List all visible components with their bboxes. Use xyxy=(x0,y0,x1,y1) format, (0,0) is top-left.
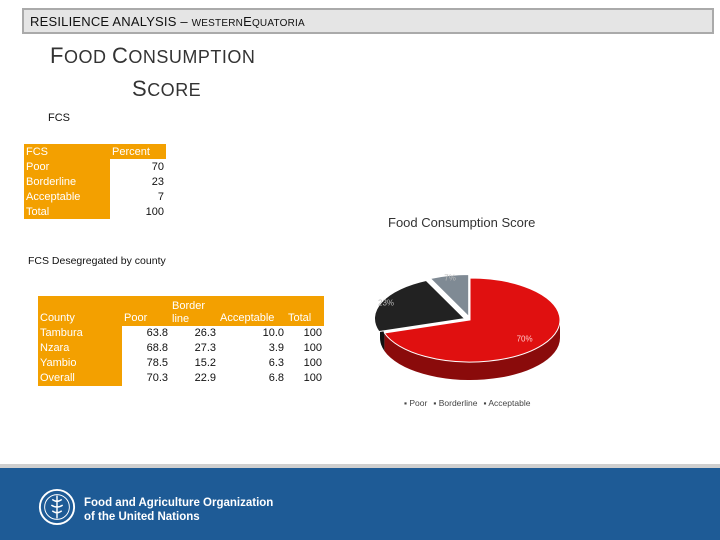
title-s: S xyxy=(132,76,148,101)
border-value: 15.2 xyxy=(194,357,216,369)
table-row: FCS Percent xyxy=(24,144,166,159)
legend-label: Acceptable xyxy=(488,398,531,408)
acceptable-value: 6.8 xyxy=(268,372,284,384)
pie-label-poor: 70% xyxy=(517,335,533,344)
legend-item-poor: ▪ Poor xyxy=(404,398,428,408)
total-col-header: Total xyxy=(286,296,324,326)
county-table: County Poor Border line Acceptable Total … xyxy=(38,296,324,386)
header-bar: RESILIENCE ANALYSIS – WESTERNEQUATORIA xyxy=(22,8,714,34)
desegregated-label: FCS Desegregated by county xyxy=(28,255,166,267)
row-value: 7 xyxy=(157,190,164,203)
pie-side-poor xyxy=(384,320,560,380)
legend-label: Borderline xyxy=(438,398,478,408)
table-row: Overall 70.3 22.9 6.8 100 xyxy=(38,371,324,386)
borderline-col-header: Border line xyxy=(170,296,218,326)
border-value: 22.9 xyxy=(194,372,216,384)
poor-value: 63.8 xyxy=(146,327,168,339)
fao-name: Food and Agriculture Organization of the… xyxy=(84,496,273,524)
fcs-label: FCS xyxy=(48,112,70,124)
footer-divider xyxy=(0,464,720,468)
row-value: 23 xyxy=(151,175,164,188)
acceptable-value: 10.0 xyxy=(262,327,284,339)
county-name: Nzara xyxy=(38,341,122,356)
table-row: Nzara 68.8 27.3 3.9 100 xyxy=(38,341,324,356)
table-row: Total 100 xyxy=(24,204,166,219)
pie-label-borderline: 23% xyxy=(378,299,394,308)
percent-col-header: Percent xyxy=(110,144,166,159)
poor-col-header: Poor xyxy=(122,296,170,326)
acceptable-value: 6.3 xyxy=(268,357,284,369)
header-e: E xyxy=(243,14,252,29)
border-value: 26.3 xyxy=(194,327,216,339)
acceptable-col-header: Acceptable xyxy=(218,296,286,326)
legend-label: Poor xyxy=(409,398,428,408)
footer-bar xyxy=(0,468,720,540)
table-row: Yambio 78.5 15.2 6.3 100 xyxy=(38,356,324,371)
border-value: 27.3 xyxy=(194,342,216,354)
fao-name-line2: of the United Nations xyxy=(84,511,200,523)
poor-value: 68.8 xyxy=(146,342,168,354)
total-value: 100 xyxy=(303,372,322,384)
total-value: 100 xyxy=(303,357,322,369)
county-name: Yambio xyxy=(38,356,122,371)
pie-slice-poor xyxy=(383,277,561,363)
table-row: Acceptable 7 xyxy=(24,189,166,204)
fcs-col-header: FCS xyxy=(24,144,110,159)
acceptable-value: 3.9 xyxy=(268,342,284,354)
county-name: Overall xyxy=(38,371,122,386)
header-prefix: RESILIENCE ANALYSIS – xyxy=(30,14,192,29)
pie-label-acceptable: 7% xyxy=(444,274,456,283)
fao-logo-icon xyxy=(38,488,76,526)
poor-value: 70.3 xyxy=(146,372,168,384)
pie-slice-borderline xyxy=(374,280,466,333)
page-title: FOOD CONSUMPTION SCORE xyxy=(50,40,350,106)
poor-value: 78.5 xyxy=(146,357,168,369)
fcs-table: FCS Percent Poor 70 Borderline 23 Accept… xyxy=(24,144,166,219)
legend-item-acceptable: ▪ Acceptable xyxy=(483,398,531,408)
title-ood: OOD xyxy=(63,47,112,67)
row-label: Acceptable xyxy=(24,189,110,204)
header-quatoria: QUATORIA xyxy=(251,18,305,29)
row-label: Total xyxy=(24,204,110,219)
pie-chart: 70% 23% 7% xyxy=(374,273,561,380)
total-value: 100 xyxy=(303,327,322,339)
chart-title: Food Consumption Score xyxy=(388,215,536,230)
county-col-header: County xyxy=(38,296,122,326)
legend-item-borderline: ▪ Borderline xyxy=(433,398,478,408)
header-western: WESTERN xyxy=(191,18,244,29)
title-core: CORE xyxy=(147,80,202,100)
fao-name-line1: Food and Agriculture Organization xyxy=(84,497,274,509)
title-c: C xyxy=(111,43,129,68)
row-label: Poor xyxy=(24,159,110,174)
total-value: 100 xyxy=(303,342,322,354)
row-value: 100 xyxy=(145,205,164,218)
border-header-line2: line xyxy=(172,313,190,325)
table-row: Borderline 23 xyxy=(24,174,166,189)
county-name: Tambura xyxy=(38,326,122,341)
row-value: 70 xyxy=(151,160,164,173)
title-onsumption: ONSUMPTION xyxy=(128,47,256,67)
chart-legend: ▪ Poor ▪ Borderline ▪ Acceptable xyxy=(404,398,530,408)
header-title: RESILIENCE ANALYSIS – WESTERNEQUATORIA xyxy=(30,14,305,29)
table-header-row: County Poor Border line Acceptable Total xyxy=(38,296,324,326)
title-f: F xyxy=(50,43,64,68)
row-label: Borderline xyxy=(24,174,110,189)
table-row: Poor 70 xyxy=(24,159,166,174)
border-header-line1: Border xyxy=(172,300,206,312)
pie-slice-acceptable xyxy=(429,273,470,318)
table-row: Tambura 63.8 26.3 10.0 100 xyxy=(38,326,324,341)
